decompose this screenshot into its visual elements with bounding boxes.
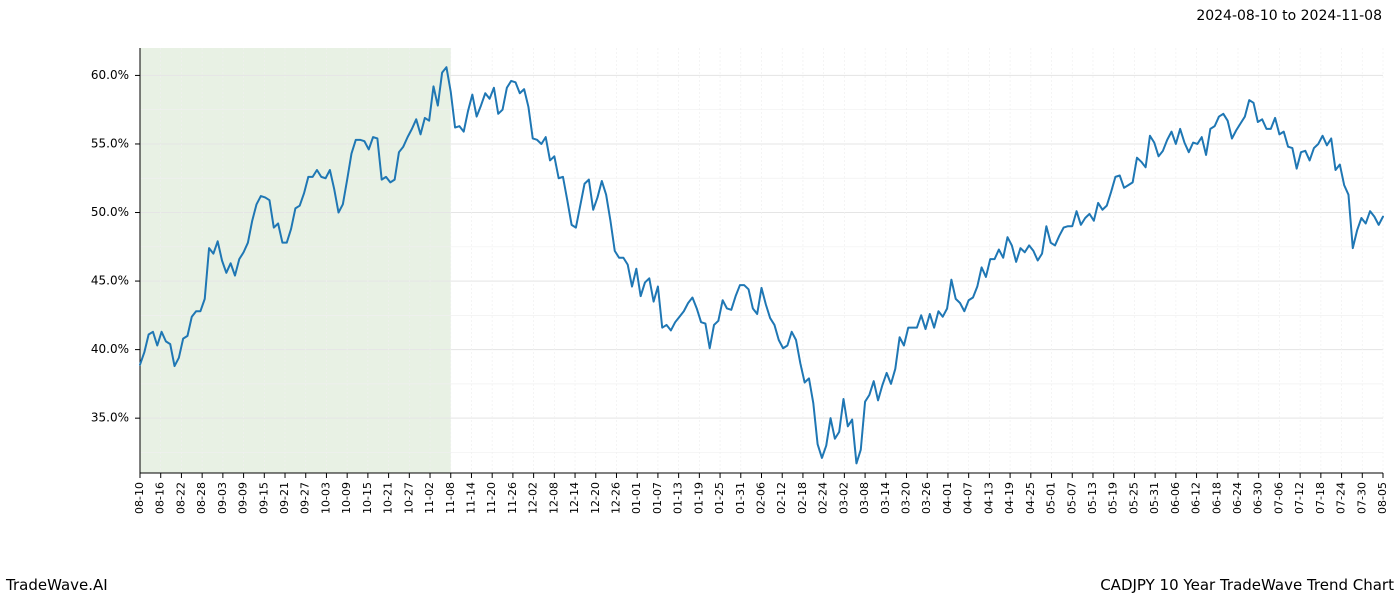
svg-text:04-07: 04-07: [962, 482, 975, 514]
svg-text:02-12: 02-12: [775, 482, 788, 514]
svg-text:50.0%: 50.0%: [91, 205, 129, 219]
svg-text:07-06: 07-06: [1272, 482, 1285, 514]
footer-brand: TradeWave.AI: [6, 576, 108, 594]
svg-text:04-19: 04-19: [1003, 482, 1016, 514]
svg-text:11-02: 11-02: [423, 482, 436, 514]
svg-text:05-19: 05-19: [1107, 482, 1120, 514]
svg-text:09-21: 09-21: [278, 482, 291, 514]
svg-text:01-13: 01-13: [672, 482, 685, 514]
svg-text:04-25: 04-25: [1024, 482, 1037, 514]
svg-text:01-01: 01-01: [630, 482, 643, 514]
svg-text:06-12: 06-12: [1190, 482, 1203, 514]
svg-text:40.0%: 40.0%: [91, 342, 129, 356]
svg-text:60.0%: 60.0%: [91, 68, 129, 82]
svg-text:02-18: 02-18: [796, 482, 809, 514]
svg-text:11-26: 11-26: [506, 482, 519, 514]
svg-text:06-06: 06-06: [1169, 482, 1182, 514]
svg-text:10-27: 10-27: [402, 482, 415, 514]
svg-text:11-14: 11-14: [464, 482, 477, 514]
svg-text:04-13: 04-13: [982, 482, 995, 514]
svg-text:10-21: 10-21: [382, 482, 395, 514]
svg-text:45.0%: 45.0%: [91, 274, 129, 288]
svg-text:04-01: 04-01: [941, 482, 954, 514]
svg-text:35.0%: 35.0%: [91, 411, 129, 425]
svg-text:55.0%: 55.0%: [91, 136, 129, 150]
svg-text:05-01: 05-01: [1045, 482, 1058, 514]
svg-text:02-24: 02-24: [817, 482, 830, 514]
svg-text:07-18: 07-18: [1314, 482, 1327, 514]
svg-text:05-25: 05-25: [1127, 482, 1140, 514]
svg-text:12-26: 12-26: [609, 482, 622, 514]
svg-text:02-06: 02-06: [755, 482, 768, 514]
svg-text:01-31: 01-31: [734, 482, 747, 514]
svg-text:10-15: 10-15: [361, 482, 374, 514]
svg-text:01-07: 01-07: [651, 482, 664, 514]
svg-text:12-08: 12-08: [547, 482, 560, 514]
svg-text:12-14: 12-14: [568, 482, 581, 514]
svg-text:08-16: 08-16: [154, 482, 167, 514]
date-range-label: 2024-08-10 to 2024-11-08: [1196, 8, 1382, 24]
svg-text:05-07: 05-07: [1065, 482, 1078, 514]
svg-text:10-03: 10-03: [319, 482, 332, 514]
svg-text:07-24: 07-24: [1335, 482, 1348, 514]
trend-chart: 35.0% 40.0% 45.0% 50.0% 55.0% 60.0% 08-10 08-16…: [0, 0, 1400, 600]
svg-text:03-14: 03-14: [879, 482, 892, 514]
svg-text:08-22: 08-22: [174, 482, 187, 514]
svg-text:05-31: 05-31: [1148, 482, 1161, 514]
svg-text:11-20: 11-20: [485, 482, 498, 514]
svg-text:03-26: 03-26: [920, 482, 933, 514]
svg-text:03-20: 03-20: [900, 482, 913, 514]
svg-text:07-30: 07-30: [1355, 482, 1368, 514]
svg-text:08-05: 08-05: [1376, 482, 1389, 514]
svg-text:03-08: 03-08: [858, 482, 871, 514]
svg-text:08-28: 08-28: [195, 482, 208, 514]
svg-text:07-12: 07-12: [1293, 482, 1306, 514]
svg-text:05-13: 05-13: [1086, 482, 1099, 514]
svg-text:09-27: 09-27: [299, 482, 312, 514]
svg-text:01-19: 01-19: [692, 482, 705, 514]
chart-container: 2024-08-10 to 2024-11-08 35.0% 40.0% 45.0%…: [0, 0, 1400, 600]
svg-text:06-30: 06-30: [1252, 482, 1265, 514]
svg-text:12-20: 12-20: [589, 482, 602, 514]
svg-text:06-18: 06-18: [1210, 482, 1223, 514]
svg-text:06-24: 06-24: [1231, 482, 1244, 514]
svg-text:10-09: 10-09: [340, 482, 353, 514]
svg-text:09-03: 09-03: [216, 482, 229, 514]
svg-text:09-09: 09-09: [237, 482, 250, 514]
svg-text:12-02: 12-02: [527, 482, 540, 514]
footer-title: CADJPY 10 Year TradeWave Trend Chart: [1100, 576, 1394, 594]
svg-text:09-15: 09-15: [257, 482, 270, 514]
svg-text:01-25: 01-25: [713, 482, 726, 514]
svg-text:11-08: 11-08: [444, 482, 457, 514]
svg-text:03-02: 03-02: [837, 482, 850, 514]
svg-text:08-10: 08-10: [133, 482, 146, 514]
